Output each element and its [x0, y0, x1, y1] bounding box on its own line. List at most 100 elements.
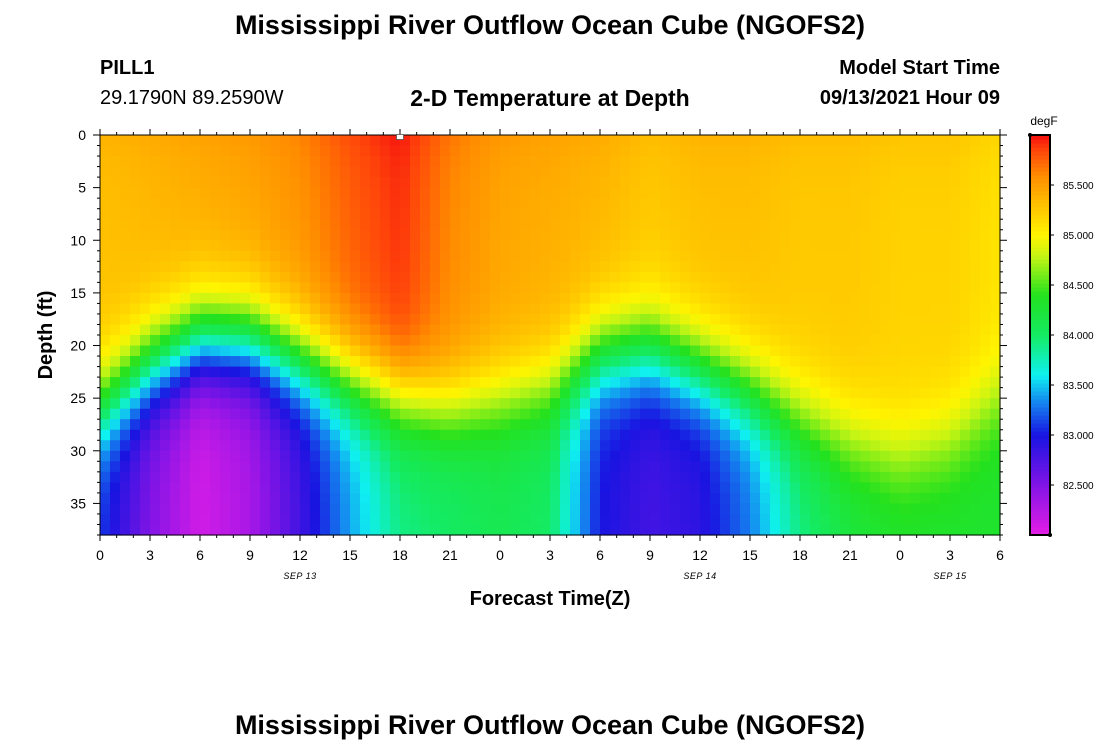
heatmap-cell — [650, 187, 661, 199]
heatmap-cell — [170, 429, 181, 441]
heatmap-cell — [720, 419, 731, 431]
heatmap-cell — [180, 419, 191, 431]
heatmap-cell — [390, 377, 401, 389]
heatmap-cell — [660, 250, 671, 262]
heatmap-cell — [950, 503, 961, 515]
heatmap-cell — [330, 282, 341, 294]
heatmap-cell — [680, 408, 691, 420]
heatmap-cell — [630, 398, 641, 410]
heatmap-cell — [320, 324, 331, 336]
heatmap-cell — [670, 524, 681, 536]
heatmap-cell — [610, 219, 621, 231]
heatmap-cell — [400, 524, 411, 536]
heatmap-cell — [480, 450, 491, 462]
heatmap-cell — [490, 240, 501, 252]
heatmap-cell — [650, 345, 661, 357]
heatmap-cell — [270, 208, 281, 220]
heatmap-cell — [220, 250, 231, 262]
heatmap-cell — [840, 408, 851, 420]
heatmap-cell — [320, 282, 331, 294]
heatmap-cell — [850, 271, 861, 283]
heatmap-cell — [100, 282, 111, 294]
heatmap-cell — [530, 377, 541, 389]
heatmap-cell — [480, 198, 491, 210]
heatmap-cell — [250, 250, 261, 262]
colorbar-segment — [1030, 363, 1050, 368]
colorbar-segment — [1030, 411, 1050, 416]
heatmap-cell — [980, 166, 991, 178]
heatmap-cell — [460, 271, 471, 283]
heatmap-cell — [970, 513, 981, 526]
colorbar-segment — [1030, 519, 1050, 524]
heatmap-cell — [970, 387, 981, 399]
heatmap-cell — [110, 461, 121, 473]
heatmap-cell — [630, 145, 641, 157]
heatmap-cell — [360, 135, 371, 147]
heatmap-cell — [720, 345, 731, 357]
colorbar-segment — [1030, 263, 1050, 268]
heatmap-cell — [340, 313, 351, 326]
heatmap-cell — [220, 135, 231, 147]
heatmap-cell — [920, 135, 931, 147]
heatmap-cell — [310, 345, 321, 357]
heatmap-cell — [130, 324, 141, 336]
colorbar-segment — [1030, 495, 1050, 500]
heatmap-cell — [360, 145, 371, 157]
heatmap-cell — [830, 261, 841, 273]
heatmap-cell — [340, 398, 351, 410]
heatmap-cell — [920, 398, 931, 410]
heatmap-cell — [260, 250, 271, 262]
heatmap-cell — [930, 282, 941, 294]
heatmap-cell — [540, 292, 551, 305]
heatmap-cell — [200, 135, 211, 147]
heatmap-cell — [230, 282, 241, 294]
heatmap-cell — [120, 324, 131, 336]
heatmap-cell — [600, 335, 611, 347]
heatmap-cell — [780, 429, 791, 441]
heatmap-cell — [250, 292, 261, 305]
heatmap-cell — [160, 271, 171, 283]
colorbar-tick-label: 83.500 — [1063, 381, 1094, 392]
heatmap-cell — [360, 398, 371, 410]
heatmap-cell — [580, 419, 591, 431]
heatmap-cell — [100, 345, 111, 357]
heatmap-cell — [680, 461, 691, 473]
heatmap-cell — [280, 135, 291, 147]
heatmap-cell — [310, 471, 321, 483]
heatmap-cell — [910, 524, 921, 536]
heatmap-cell — [190, 166, 201, 178]
heatmap-cell — [510, 324, 521, 336]
heatmap-cell — [580, 261, 591, 273]
heatmap-cell — [180, 471, 191, 483]
heatmap-cell — [150, 240, 161, 252]
heatmap-cell — [660, 440, 671, 452]
heatmap-cell — [880, 335, 891, 347]
heatmap-cell — [860, 271, 871, 283]
heatmap-cell — [990, 503, 1001, 515]
heatmap-cell — [550, 398, 561, 410]
heatmap-cell — [420, 429, 431, 441]
heatmap-cell — [870, 219, 881, 231]
heatmap-cell — [120, 356, 131, 368]
heatmap-cell — [700, 145, 711, 157]
heatmap-cell — [500, 492, 511, 505]
heatmap-cell — [650, 282, 661, 294]
heatmap-cell — [750, 177, 761, 189]
heatmap-cell — [250, 356, 261, 368]
heatmap-cell — [580, 219, 591, 231]
heatmap-cell — [520, 345, 531, 357]
heatmap-cell — [490, 429, 501, 441]
heatmap-cell — [880, 166, 891, 178]
heatmap-cell — [680, 492, 691, 505]
heatmap-cell — [880, 240, 891, 252]
heatmap-cell — [280, 482, 291, 494]
heatmap-cell — [550, 429, 561, 441]
heatmap-cell — [370, 450, 381, 462]
heatmap-cell — [210, 513, 221, 526]
heatmap-cell — [820, 145, 831, 157]
heatmap-cell — [930, 208, 941, 220]
heatmap-cell — [610, 292, 621, 305]
heatmap-cell — [420, 240, 431, 252]
heatmap-cell — [160, 198, 171, 210]
heatmap-cell — [610, 377, 621, 389]
